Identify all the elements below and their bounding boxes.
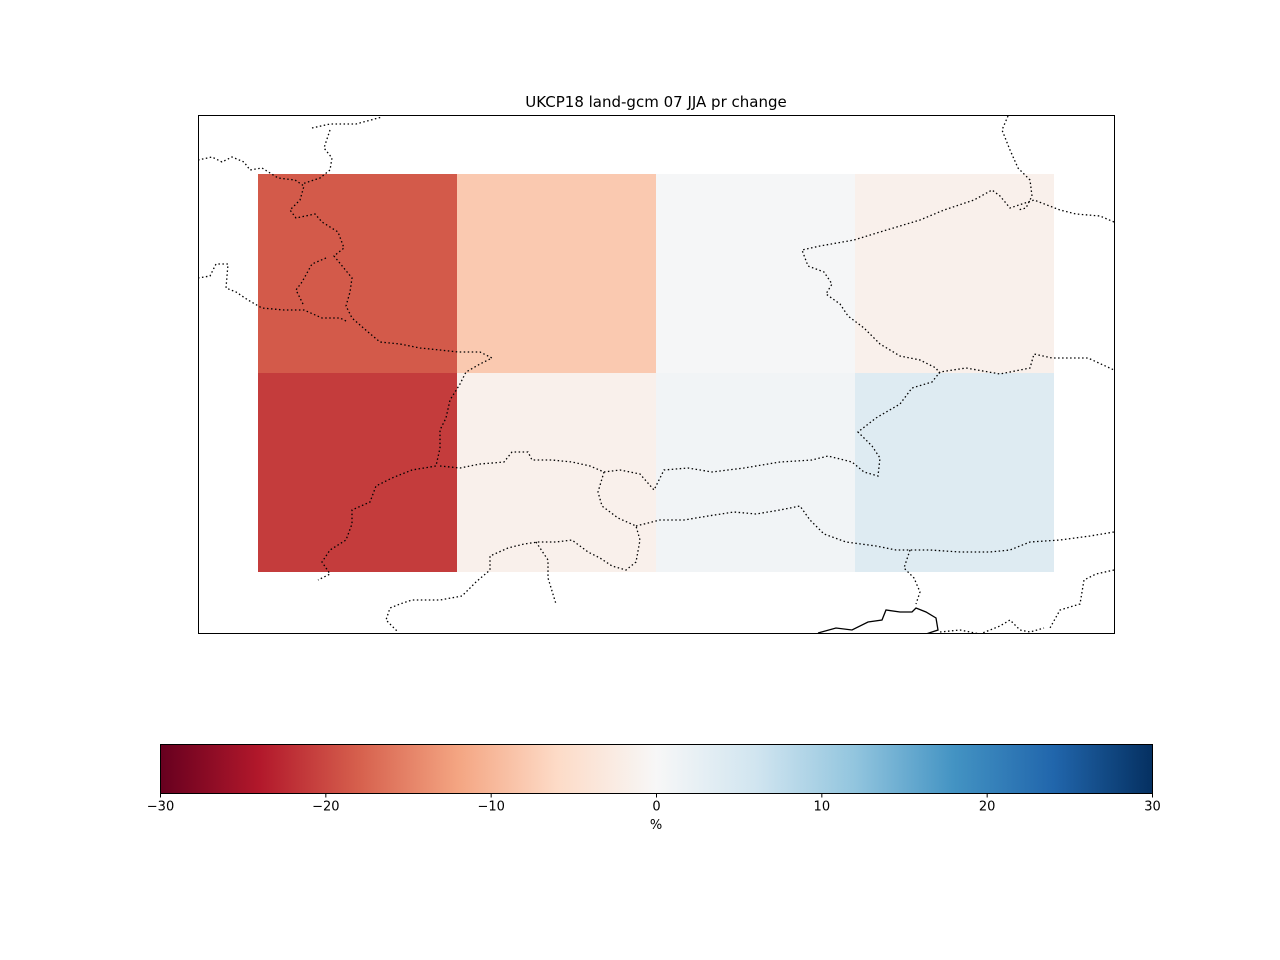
colorbar-tick-label: 30 [1144, 800, 1161, 815]
country-border [535, 505, 1114, 605]
colorbar-label: % [650, 818, 662, 833]
heatmap-cell [457, 174, 656, 373]
heatmap-cell [258, 373, 457, 572]
colorbar-tick-label: −30 [147, 800, 174, 815]
country-border [801, 189, 1114, 375]
heatmap-cell [855, 373, 1054, 572]
country-border [198, 263, 349, 323]
heatmap-cells [258, 174, 1054, 572]
colorbar-gradient [160, 744, 1153, 794]
heatmap-cell [656, 174, 855, 373]
country-border [903, 549, 1114, 629]
heatmap-cell [656, 373, 855, 572]
map-axes [198, 115, 1115, 634]
colorbar-tick-label: 0 [652, 800, 660, 815]
country-border [385, 471, 641, 633]
colorbar-tick-label: −20 [312, 800, 339, 815]
chart-title: UKCP18 land-gcm 07 JJA pr change [525, 93, 786, 111]
heatmap-cell [258, 174, 457, 373]
country-border [1001, 115, 1033, 211]
heatmap-cell [855, 174, 1054, 373]
axes-frame [198, 115, 1115, 634]
country-border [301, 116, 383, 185]
country-border [439, 353, 1114, 492]
heatmap-cell [457, 373, 656, 572]
coastline [817, 607, 939, 633]
colorbar: −30 −20 −10 0 10 20 30 % [147, 744, 1161, 833]
colorbar-ticks: −30 −20 −10 0 10 20 30 [147, 793, 1161, 815]
colorbar-tick-label: 20 [979, 800, 996, 815]
colorbar-tick-label: −10 [477, 800, 504, 815]
country-border [939, 619, 1045, 633]
colorbar-tick-label: 10 [814, 800, 831, 815]
